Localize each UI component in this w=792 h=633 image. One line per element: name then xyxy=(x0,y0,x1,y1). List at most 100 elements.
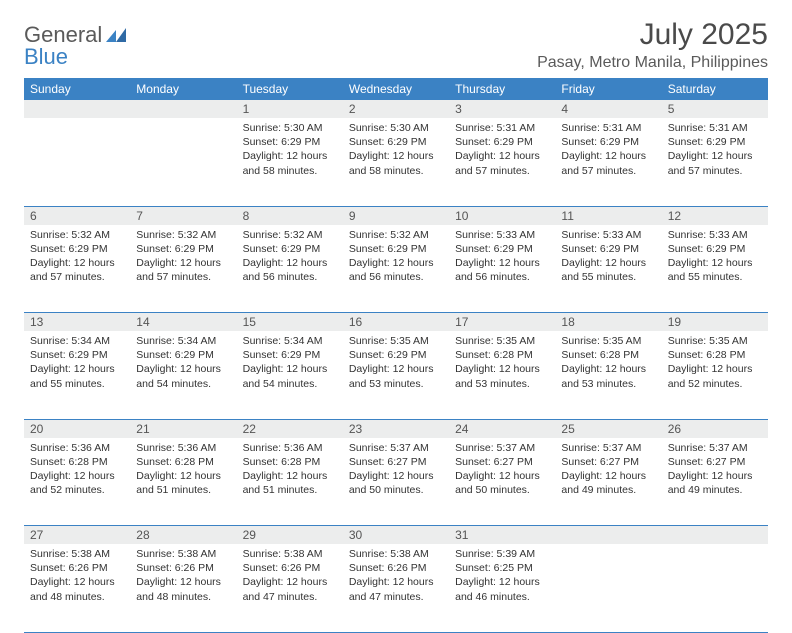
day-cell: Sunrise: 5:37 AMSunset: 6:27 PMDaylight:… xyxy=(449,438,555,526)
day2-line: and 54 minutes. xyxy=(243,377,337,391)
day-cell-body: Sunrise: 5:38 AMSunset: 6:26 PMDaylight:… xyxy=(237,544,343,610)
day2-line: and 57 minutes. xyxy=(668,164,762,178)
day-cell-body: Sunrise: 5:31 AMSunset: 6:29 PMDaylight:… xyxy=(662,118,768,184)
day-cell: Sunrise: 5:30 AMSunset: 6:29 PMDaylight:… xyxy=(343,118,449,206)
day1-line: Daylight: 12 hours xyxy=(455,362,549,376)
day-number: 6 xyxy=(24,206,130,225)
sunset-line: Sunset: 6:26 PM xyxy=(30,561,124,575)
day2-line: and 57 minutes. xyxy=(455,164,549,178)
day2-line: and 54 minutes. xyxy=(136,377,230,391)
sunset-line: Sunset: 6:26 PM xyxy=(136,561,230,575)
day1-line: Daylight: 12 hours xyxy=(136,469,230,483)
day2-line: and 52 minutes. xyxy=(668,377,762,391)
day1-line: Daylight: 12 hours xyxy=(668,256,762,270)
day1-line: Daylight: 12 hours xyxy=(136,362,230,376)
day-number: 11 xyxy=(555,206,661,225)
day-cell xyxy=(662,544,768,632)
day2-line: and 55 minutes. xyxy=(668,270,762,284)
day2-line: and 55 minutes. xyxy=(561,270,655,284)
sunset-line: Sunset: 6:29 PM xyxy=(561,135,655,149)
day-number: 16 xyxy=(343,313,449,332)
day-cell-body: Sunrise: 5:33 AMSunset: 6:29 PMDaylight:… xyxy=(662,225,768,291)
sunset-line: Sunset: 6:29 PM xyxy=(30,348,124,362)
sunset-line: Sunset: 6:26 PM xyxy=(349,561,443,575)
day2-line: and 57 minutes. xyxy=(30,270,124,284)
day-cell-body: Sunrise: 5:35 AMSunset: 6:28 PMDaylight:… xyxy=(662,331,768,397)
day-cell-body: Sunrise: 5:34 AMSunset: 6:29 PMDaylight:… xyxy=(24,331,130,397)
week-row: Sunrise: 5:32 AMSunset: 6:29 PMDaylight:… xyxy=(24,225,768,313)
sunrise-line: Sunrise: 5:36 AM xyxy=(30,441,124,455)
weekday-header-row: Sunday Monday Tuesday Wednesday Thursday… xyxy=(24,78,768,100)
day-number: 28 xyxy=(130,526,236,545)
day1-line: Daylight: 12 hours xyxy=(243,149,337,163)
day-cell: Sunrise: 5:34 AMSunset: 6:29 PMDaylight:… xyxy=(130,331,236,419)
sunrise-line: Sunrise: 5:37 AM xyxy=(455,441,549,455)
sunrise-line: Sunrise: 5:35 AM xyxy=(561,334,655,348)
weekday-header: Friday xyxy=(555,78,661,100)
day-cell: Sunrise: 5:33 AMSunset: 6:29 PMDaylight:… xyxy=(555,225,661,313)
day1-line: Daylight: 12 hours xyxy=(561,362,655,376)
day1-line: Daylight: 12 hours xyxy=(243,256,337,270)
location-line: Pasay, Metro Manila, Philippines xyxy=(537,54,768,72)
day-cell: Sunrise: 5:38 AMSunset: 6:26 PMDaylight:… xyxy=(24,544,130,632)
day-cell: Sunrise: 5:36 AMSunset: 6:28 PMDaylight:… xyxy=(130,438,236,526)
day-number: 30 xyxy=(343,526,449,545)
day1-line: Daylight: 12 hours xyxy=(668,362,762,376)
day-cell-body: Sunrise: 5:31 AMSunset: 6:29 PMDaylight:… xyxy=(555,118,661,184)
day2-line: and 56 minutes. xyxy=(349,270,443,284)
sunrise-line: Sunrise: 5:34 AM xyxy=(136,334,230,348)
day2-line: and 52 minutes. xyxy=(30,483,124,497)
sunrise-line: Sunrise: 5:35 AM xyxy=(455,334,549,348)
day1-line: Daylight: 12 hours xyxy=(455,256,549,270)
day1-line: Daylight: 12 hours xyxy=(243,469,337,483)
day-cell: Sunrise: 5:31 AMSunset: 6:29 PMDaylight:… xyxy=(662,118,768,206)
day-number: 1 xyxy=(237,100,343,118)
day-cell xyxy=(24,118,130,206)
day-cell-body: Sunrise: 5:35 AMSunset: 6:28 PMDaylight:… xyxy=(555,331,661,397)
day-cell-body: Sunrise: 5:33 AMSunset: 6:29 PMDaylight:… xyxy=(555,225,661,291)
day2-line: and 55 minutes. xyxy=(30,377,124,391)
day-number: 2 xyxy=(343,100,449,118)
day-cell: Sunrise: 5:32 AMSunset: 6:29 PMDaylight:… xyxy=(237,225,343,313)
sunset-line: Sunset: 6:29 PM xyxy=(243,135,337,149)
day-number: 8 xyxy=(237,206,343,225)
weekday-header: Saturday xyxy=(662,78,768,100)
day-number: 31 xyxy=(449,526,555,545)
day-cell: Sunrise: 5:32 AMSunset: 6:29 PMDaylight:… xyxy=(24,225,130,313)
day1-line: Daylight: 12 hours xyxy=(668,149,762,163)
day-cell: Sunrise: 5:38 AMSunset: 6:26 PMDaylight:… xyxy=(343,544,449,632)
sunset-line: Sunset: 6:29 PM xyxy=(349,135,443,149)
day1-line: Daylight: 12 hours xyxy=(349,149,443,163)
day2-line: and 53 minutes. xyxy=(349,377,443,391)
day-number: 17 xyxy=(449,313,555,332)
sunset-line: Sunset: 6:27 PM xyxy=(561,455,655,469)
weekday-header: Tuesday xyxy=(237,78,343,100)
day-cell-body: Sunrise: 5:35 AMSunset: 6:28 PMDaylight:… xyxy=(449,331,555,397)
week-row: Sunrise: 5:30 AMSunset: 6:29 PMDaylight:… xyxy=(24,118,768,206)
sunrise-line: Sunrise: 5:35 AM xyxy=(668,334,762,348)
sunset-line: Sunset: 6:29 PM xyxy=(455,135,549,149)
day1-line: Daylight: 12 hours xyxy=(455,469,549,483)
day1-line: Daylight: 12 hours xyxy=(455,575,549,589)
day2-line: and 48 minutes. xyxy=(30,590,124,604)
sunset-line: Sunset: 6:29 PM xyxy=(349,242,443,256)
day-number: 24 xyxy=(449,419,555,438)
sunset-line: Sunset: 6:27 PM xyxy=(349,455,443,469)
day-cell: Sunrise: 5:37 AMSunset: 6:27 PMDaylight:… xyxy=(662,438,768,526)
sunrise-line: Sunrise: 5:32 AM xyxy=(136,228,230,242)
day2-line: and 48 minutes. xyxy=(136,590,230,604)
sunrise-line: Sunrise: 5:38 AM xyxy=(136,547,230,561)
day-cell-body: Sunrise: 5:37 AMSunset: 6:27 PMDaylight:… xyxy=(555,438,661,504)
day-cell: Sunrise: 5:30 AMSunset: 6:29 PMDaylight:… xyxy=(237,118,343,206)
day-cell-body: Sunrise: 5:36 AMSunset: 6:28 PMDaylight:… xyxy=(24,438,130,504)
day-number: 5 xyxy=(662,100,768,118)
day2-line: and 58 minutes. xyxy=(243,164,337,178)
sunrise-line: Sunrise: 5:30 AM xyxy=(243,121,337,135)
sunrise-line: Sunrise: 5:34 AM xyxy=(243,334,337,348)
day-number: 4 xyxy=(555,100,661,118)
sunset-line: Sunset: 6:29 PM xyxy=(455,242,549,256)
day-cell: Sunrise: 5:34 AMSunset: 6:29 PMDaylight:… xyxy=(24,331,130,419)
sunrise-line: Sunrise: 5:31 AM xyxy=(455,121,549,135)
sunrise-line: Sunrise: 5:36 AM xyxy=(136,441,230,455)
sunrise-line: Sunrise: 5:31 AM xyxy=(668,121,762,135)
